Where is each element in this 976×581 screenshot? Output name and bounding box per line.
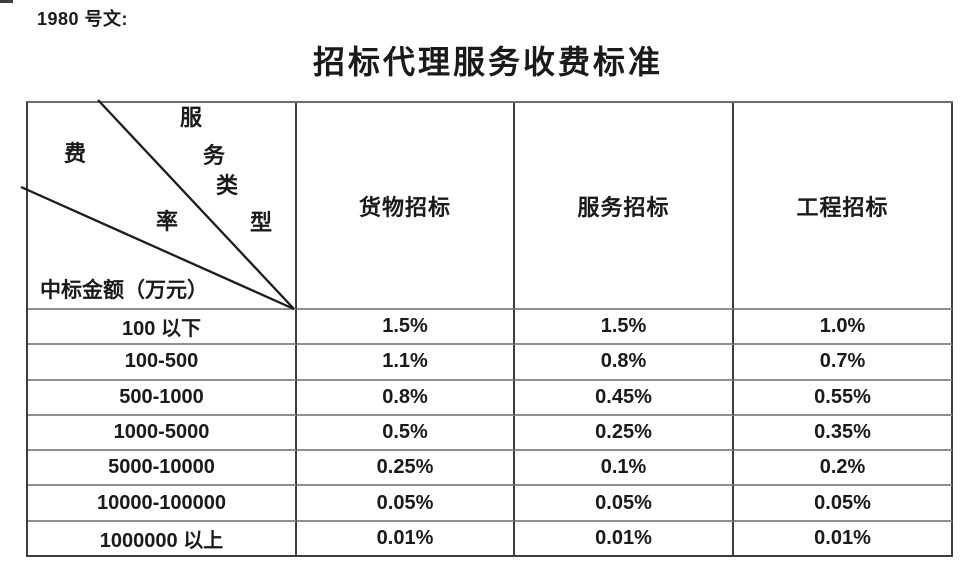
service-rate-cell: 0.8%	[515, 345, 734, 381]
goods-rate-cell: 1.1%	[297, 345, 515, 381]
table-row: 500-1000 0.8% 0.45% 0.55%	[28, 380, 953, 416]
amount-range-cell: 10000-100000	[28, 486, 297, 522]
service-rate-cell: 0.1%	[515, 451, 734, 487]
corner-service-type-char: 类	[215, 173, 239, 198]
goods-rate-cell: 0.25%	[297, 451, 515, 487]
table-header-row: 费 服 务 类 率 型 中标金额（万元） 货物招标 服务招标 工程招标	[20, 99, 953, 311]
service-rate-cell: 0.25%	[515, 415, 734, 452]
engineering-rate-cell: 0.2%	[734, 451, 953, 487]
service-rate-cell: 0.05%	[515, 486, 734, 522]
table-row: 1000000 以上 0.01% 0.01% 0.01%	[28, 521, 953, 558]
amount-range-cell: 5000-10000	[28, 451, 297, 487]
col-header-service: 服务招标	[515, 103, 734, 310]
engineering-rate-cell: 0.7%	[734, 345, 953, 381]
goods-rate-cell: 0.01%	[297, 521, 515, 558]
page-title: 招标代理服务收费标准	[312, 44, 663, 80]
amount-range-cell: 500-1000	[28, 380, 297, 416]
service-rate-cell: 0.01%	[515, 521, 734, 558]
goods-rate-cell: 0.05%	[297, 486, 515, 522]
table-row: 10000-100000 0.05% 0.05% 0.05%	[28, 486, 953, 522]
amount-range-cell: 1000000 以上	[28, 521, 297, 558]
amount-range-cell: 100-500	[28, 345, 297, 381]
table-row: 1000-5000 0.5% 0.25% 0.35%	[28, 415, 953, 452]
corner-service-type-char: 服	[179, 105, 203, 130]
corner-amount-axis-label: 中标金额（万元）	[40, 278, 208, 302]
col-header-engineering: 工程招标	[734, 103, 953, 310]
amount-range-cell: 1000-5000	[28, 415, 297, 452]
col-header-goods: 货物招标	[297, 103, 515, 310]
corner-service-type-char: 型	[249, 210, 273, 235]
engineering-rate-cell: 0.01%	[734, 521, 953, 558]
service-rate-cell: 0.45%	[515, 380, 734, 416]
engineering-rate-cell: 0.05%	[734, 486, 953, 522]
amount-range-cell: 100 以下	[28, 310, 297, 346]
corner-rate-char: 率	[155, 209, 179, 234]
corner-fee-char: 费	[63, 141, 87, 166]
fee-standard-table: 费 服 务 类 率 型 中标金额（万元） 货物招标 服务招标 工程招标 100 …	[20, 99, 953, 558]
engineering-rate-cell: 0.55%	[734, 380, 953, 416]
goods-rate-cell: 0.5%	[297, 415, 515, 452]
diagonal-lines	[20, 99, 295, 311]
goods-rate-cell: 1.5%	[297, 310, 515, 346]
engineering-rate-cell: 0.35%	[734, 415, 953, 452]
service-rate-cell: 1.5%	[515, 310, 734, 346]
table-row: 5000-10000 0.25% 0.1% 0.2%	[28, 451, 953, 487]
corner-service-type-char: 务	[202, 143, 226, 168]
diagonal-corner-cell: 费 服 务 类 率 型 中标金额（万元）	[20, 99, 297, 311]
table-row: 100 以下 1.5% 1.5% 1.0%	[28, 310, 953, 346]
goods-rate-cell: 0.8%	[297, 380, 515, 416]
engineering-rate-cell: 1.0%	[734, 310, 953, 346]
table-row: 100-500 1.1% 0.8% 0.7%	[28, 345, 953, 381]
doc-number: 1980 号文:	[37, 9, 129, 29]
scan-edge-artifact	[0, 0, 13, 3]
